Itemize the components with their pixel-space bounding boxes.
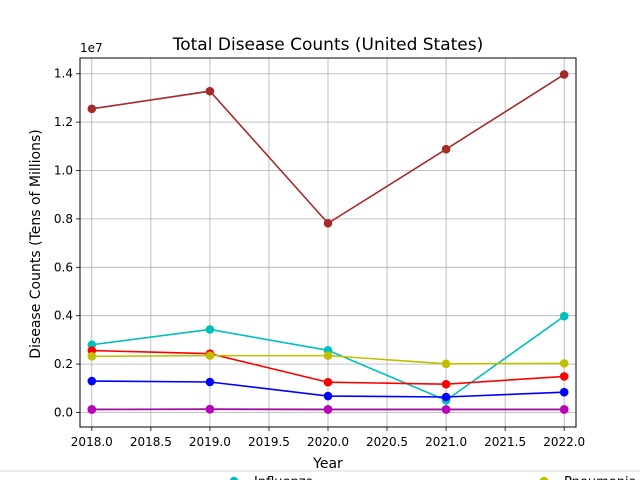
x-tick-label: 2019.0	[189, 435, 231, 449]
x-tick-label: 2021.5	[484, 435, 526, 449]
y-tick-label: 0.0	[54, 405, 73, 419]
data-point	[559, 387, 569, 397]
legend-marker	[539, 476, 549, 480]
grid	[80, 58, 576, 427]
data-point	[559, 405, 569, 414]
legend-label: Influenza	[254, 475, 314, 480]
data-point	[441, 359, 451, 369]
data-point	[87, 352, 97, 361]
y-tick-label: 1.2	[54, 115, 73, 129]
x-tick-label: 2018.5	[130, 435, 172, 449]
y-tick-label: 0.2	[54, 357, 73, 371]
data-point	[323, 405, 333, 414]
data-point	[323, 391, 333, 401]
x-tick-label: 2020.0	[307, 435, 349, 449]
chart-title: Total Disease Counts (United States)	[172, 35, 484, 55]
data-point	[441, 392, 451, 402]
data-point	[441, 405, 451, 414]
series-group	[87, 70, 569, 414]
data-point	[323, 218, 333, 228]
data-point	[559, 359, 569, 368]
data-point	[441, 144, 451, 154]
data-point	[205, 351, 215, 360]
data-point	[205, 377, 215, 387]
data-point	[559, 70, 569, 79]
data-point	[87, 376, 97, 386]
x-axis-label: Year	[312, 456, 343, 472]
data-point	[559, 372, 569, 381]
data-point	[323, 351, 333, 360]
x-tick-label: 2020.5	[366, 435, 408, 449]
ticks: 2018.0 2018.5 2019.0 2019.5 2020.0 2020.5 2021…	[54, 67, 585, 449]
legend: Influenza Pneumonia	[229, 475, 637, 480]
data-series	[87, 405, 569, 414]
y-tick-label: 0.8	[54, 212, 73, 226]
y-tick-label: 1.4	[54, 67, 73, 81]
data-series	[87, 376, 569, 402]
x-tick-label: 2018.0	[71, 435, 113, 449]
data-point	[205, 86, 215, 96]
data-series	[87, 70, 569, 228]
data-point	[87, 104, 97, 114]
y-tick-label: 0.4	[54, 309, 73, 323]
y-axis-label: Disease Counts (Tens of Millions)	[28, 129, 44, 358]
data-point	[205, 325, 215, 334]
x-tick-label: 2022.0	[543, 435, 585, 449]
data-point	[441, 379, 451, 389]
data-point	[205, 405, 215, 414]
legend-marker	[229, 476, 239, 480]
y-offset-label: 1e7	[80, 41, 103, 55]
data-point	[559, 311, 569, 321]
y-tick-label: 1.0	[54, 164, 73, 178]
data-point	[87, 405, 97, 414]
x-tick-label: 2021.0	[425, 435, 467, 449]
data-point	[323, 377, 333, 387]
data-series	[87, 351, 569, 369]
legend-label: Pneumonia	[564, 475, 637, 480]
x-tick-label: 2019.5	[248, 435, 290, 449]
y-tick-label: 0.6	[54, 260, 73, 274]
